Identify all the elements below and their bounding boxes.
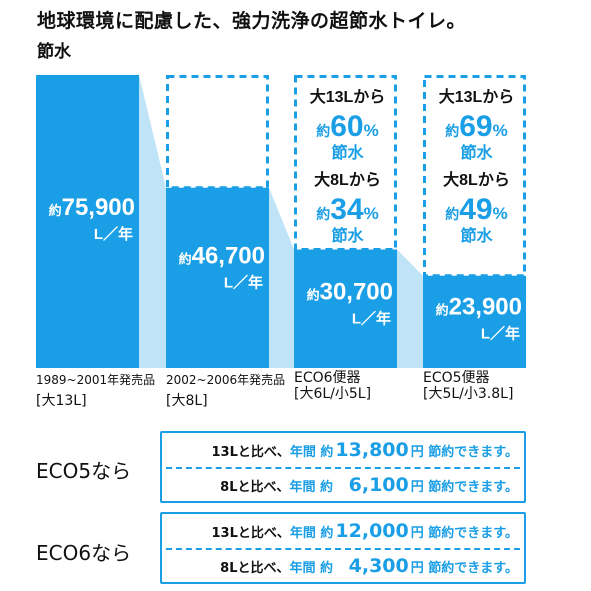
bar-value-label-2: 約30,700 <box>307 278 393 305</box>
savings-tail-3-1: 節水 <box>459 226 493 245</box>
eco5-divider <box>166 467 520 469</box>
eco5-label: ECO5なら <box>36 459 132 483</box>
bar-unit-label-1: L／年 <box>224 273 263 291</box>
eco5-row-13l: 13Lと比べ、 年間 約 13,800 円 節約できます。 <box>211 439 518 461</box>
bar-1 <box>166 187 269 368</box>
eco6-row-8l: 8Lと比べ、 年間 約 4,300 円 節約できます。 <box>220 555 518 577</box>
savings-percent-2-0: 約60% <box>316 110 379 143</box>
savings-source-label-2-1: 大8Lから <box>314 170 381 189</box>
bar-value-label-0: 約75,900 <box>49 194 135 221</box>
bar-value-label-1: 約46,700 <box>179 242 265 269</box>
savings-tail-3-0: 節水 <box>459 143 493 162</box>
bar-unit-label-2: L／年 <box>352 309 391 327</box>
savings-tail-2-0: 節水 <box>330 143 364 162</box>
connector-2 <box>397 249 423 368</box>
connector-0 <box>139 75 166 368</box>
category-label-eco6: ECO6便器 [大6L/小5L] <box>294 370 372 402</box>
eco6-label: ECO6なら <box>36 541 132 565</box>
bar-2 <box>294 249 397 368</box>
savings-tail-2-1: 節水 <box>330 226 364 245</box>
category-label-eco5: ECO5便器 [大5L/小3.8L] <box>423 370 514 402</box>
previous-usage-outline-3 <box>423 75 526 278</box>
eco6-divider <box>166 548 520 550</box>
water-usage-bar-chart: 約75,900L／年約46,700L／年約30,700L／年約23,900L／年… <box>36 75 526 368</box>
previous-usage-outline-2 <box>294 75 397 251</box>
eco5-row-8l: 8Lと比べ、 年間 約 6,100 円 節約できます。 <box>220 474 518 496</box>
bar-unit-label-0: L／年 <box>94 225 133 243</box>
page-title: 地球環境に配慮した、強力洗浄の超節水トイレ。 <box>37 10 467 32</box>
bar-value-label-3: 約23,900 <box>436 293 522 320</box>
savings-percent-2-1: 約34% <box>316 193 379 226</box>
category-label-1989: 1989~2001年発売品 [大13L] <box>36 373 156 409</box>
savings-source-label-2-0: 大13Lから <box>310 87 386 106</box>
eco6-row-13l: 13Lと比べ、 年間 約 12,000 円 節約できます。 <box>211 520 518 542</box>
bar-unit-label-3: L／年 <box>481 324 520 342</box>
category-label-2002: 2002~2006年発売品 [大8L] <box>166 373 286 409</box>
previous-usage-outline-1 <box>166 75 269 190</box>
savings-source-label-3-1: 大8Lから <box>443 170 510 189</box>
savings-percent-3-0: 約69% <box>445 110 508 143</box>
chart-ylabel: 節水 <box>37 42 71 62</box>
savings-percent-3-1: 約49% <box>445 193 508 226</box>
savings-source-label-3-0: 大13Lから <box>439 87 515 106</box>
connector-1 <box>269 187 294 368</box>
bar-3 <box>423 275 526 368</box>
bar-0 <box>36 75 139 368</box>
